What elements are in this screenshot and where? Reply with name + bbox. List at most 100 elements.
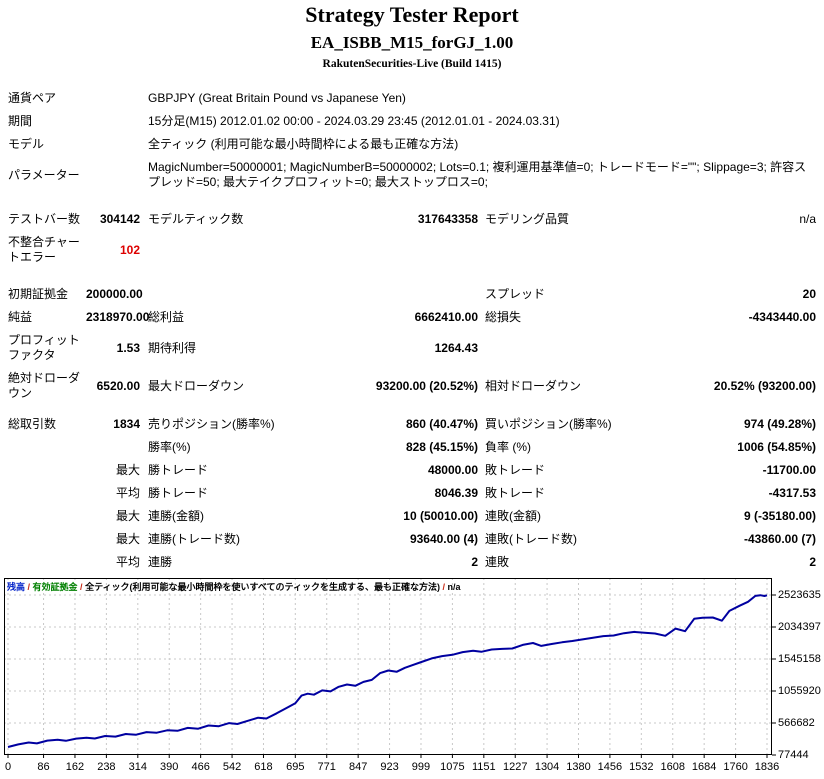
stat-value: 860 (40.47%) bbox=[405, 417, 478, 431]
stat-value: 828 (45.15%) bbox=[405, 440, 478, 454]
stat-value: 974 (49.28%) bbox=[743, 417, 816, 431]
stat-label: テストバー数 bbox=[8, 212, 81, 226]
results-row: プロフィットファクタ 1.53 期待利得 1264.43 bbox=[0, 329, 824, 367]
stat-value: 15分足(M15) 2012.01.02 00:00 - 2024.03.29 … bbox=[148, 114, 560, 128]
stat-value: 200000.00 bbox=[86, 287, 143, 301]
stat-value: 平均 bbox=[115, 486, 140, 500]
stat-value: 93200.00 (20.52%) bbox=[375, 378, 478, 393]
stat-value: 1264.43 bbox=[434, 340, 478, 355]
stat-value: -4343440.00 bbox=[748, 310, 816, 324]
x-axis-label: 1304 bbox=[534, 761, 560, 773]
stat-value: 全ティック (利用可能な最小時間枠による最も正確な方法) bbox=[148, 137, 459, 151]
stat-label: 期待利得 bbox=[148, 340, 197, 355]
legend-separator: / bbox=[440, 582, 448, 592]
stat-value: 20.52% (93200.00) bbox=[713, 378, 816, 393]
stat-value: -43860.00 (7) bbox=[743, 532, 816, 546]
equity-legend: 有効証拠金 bbox=[32, 582, 78, 592]
x-axis-label: 162 bbox=[65, 761, 85, 773]
trades-row: 総取引数 1834 売りポジション(勝率%) 860 (40.47%) 買いポジション(… bbox=[0, 413, 824, 436]
stat-value: 10 (50010.00) bbox=[403, 509, 478, 523]
stat-label: 買いポジション(勝率%) bbox=[485, 417, 612, 431]
stat-value: 102 bbox=[119, 242, 140, 257]
trades-row: 最大 連勝(金額) 10 (50010.00) 連敗(金額) 9 (-35180.00) bbox=[0, 505, 824, 528]
trades-row: 最大 勝トレード 48000.00 敗トレード -11700.00 bbox=[0, 459, 824, 482]
page-title: Strategy Tester Report bbox=[305, 2, 519, 27]
stat-label: 連勝(金額) bbox=[148, 509, 204, 523]
stat-value: 2 bbox=[471, 555, 478, 569]
stat-label: 総取引数 bbox=[8, 417, 57, 431]
x-axis-label: 542 bbox=[222, 761, 242, 773]
x-axis-label: 1836 bbox=[754, 761, 780, 773]
stat-label: 不整合チャートエラー bbox=[8, 235, 80, 264]
stat-label: 連敗(金額) bbox=[485, 509, 541, 523]
y-axis-label: 2523635 bbox=[778, 589, 821, 601]
stat-label: 連敗 bbox=[485, 555, 510, 569]
stat-label: 純益 bbox=[8, 310, 33, 324]
stat-value: GBPJPY (Great Britain Pound vs Japanese … bbox=[148, 91, 406, 105]
stat-label: 連勝(トレード数) bbox=[148, 532, 240, 546]
stat-value: 1006 (54.85%) bbox=[737, 440, 816, 454]
stat-label: モデルティック数 bbox=[148, 212, 244, 226]
x-axis-label: 1380 bbox=[566, 761, 591, 773]
x-axis-label: 1227 bbox=[502, 761, 528, 773]
stat-value: 6520.00 bbox=[96, 378, 140, 393]
quality-row: テストバー数 304142 モデルティック数 317643358 モデリング品質 n/a bbox=[0, 208, 824, 231]
stat-value: 最大 bbox=[115, 509, 140, 523]
stat-value: 1834 bbox=[113, 417, 140, 431]
section-quality: テストバー数 304142 モデルティック数 317643358 モデリング品質 n/a 不… bbox=[0, 208, 824, 269]
x-axis-label: 390 bbox=[160, 761, 179, 773]
settings-row: モデル 全ティック (利用可能な最小時間枠による最も正確な方法) bbox=[0, 133, 824, 156]
quality-legend: n/a bbox=[447, 582, 461, 592]
trades-row: 勝率(%) 828 (45.15%) 負率 (%) 1006 (54.85%) bbox=[0, 436, 824, 459]
stat-label: 勝トレード bbox=[148, 463, 209, 477]
x-axis-label: 923 bbox=[380, 761, 399, 773]
x-axis-label: 238 bbox=[97, 761, 116, 773]
x-axis-label: 847 bbox=[348, 761, 368, 773]
stat-value: 2318970.00 bbox=[86, 310, 150, 324]
x-axis-label: 695 bbox=[286, 761, 305, 773]
equity-chart: 残高 / 有効証拠金 / 全ティック(利用可能な最小時間枠を使いすべてのティック… bbox=[0, 578, 824, 778]
stat-value: 317643358 bbox=[417, 212, 478, 226]
server-build: RakutenSecurities-Live (Build 1415) bbox=[322, 58, 502, 70]
trades-row: 平均 連勝 2 連敗 2 bbox=[0, 551, 824, 574]
x-axis-label: 466 bbox=[191, 761, 210, 773]
x-axis-label: 1608 bbox=[660, 761, 685, 773]
quality-row: 不整合チャートエラー 102 bbox=[0, 231, 824, 269]
stat-value: 6662410.00 bbox=[414, 310, 478, 324]
stat-label: 通貨ペア bbox=[8, 91, 57, 105]
balance-curve-svg bbox=[4, 578, 776, 758]
stat-label: 敗トレード bbox=[485, 463, 546, 477]
x-axis-label: 999 bbox=[411, 761, 431, 773]
results-row: 絶対ドローダウン 6520.00 最大ドローダウン 93200.00 (20.52%)… bbox=[0, 367, 824, 405]
x-axis-label: 1151 bbox=[471, 761, 496, 773]
x-axis-label: 1075 bbox=[440, 761, 465, 773]
stat-label: 売りポジション(勝率%) bbox=[148, 417, 275, 431]
stat-value: -4317.53 bbox=[768, 486, 816, 500]
y-axis-label: 2034397 bbox=[778, 620, 821, 633]
stat-label: モデル bbox=[8, 137, 45, 151]
settings-row: 通貨ペア GBPJPY (Great Britain Pound vs Japan… bbox=[0, 87, 824, 110]
x-axis-label: 771 bbox=[317, 761, 336, 773]
stat-value: -11700.00 bbox=[762, 463, 816, 477]
stat-value: 93640.00 (4) bbox=[409, 532, 478, 546]
stat-value: 2 bbox=[809, 555, 816, 569]
legend-separator: / bbox=[77, 582, 86, 592]
x-axis-label: 0 bbox=[4, 761, 12, 773]
balance-legend: 残高 bbox=[7, 582, 26, 592]
stat-value: 最大 bbox=[115, 463, 140, 477]
stat-label: 総利益 bbox=[148, 310, 185, 324]
stat-label: 勝率(%) bbox=[148, 440, 191, 454]
x-axis-label: 86 bbox=[37, 761, 50, 773]
results-row: 純益 2318970.00 総利益 6662410.00 総損失 -4343440.00 bbox=[0, 306, 824, 329]
stat-label: パラメーター bbox=[8, 167, 80, 182]
y-axis-label: 566682 bbox=[778, 717, 815, 729]
stat-label: 相対ドローダウン bbox=[485, 378, 582, 393]
stat-value: 304142 bbox=[99, 212, 140, 226]
stat-label: 連敗(トレード数) bbox=[485, 532, 577, 546]
trades-row: 最大 連勝(トレード数) 93640.00 (4) 連敗(トレード数) -43860.0… bbox=[0, 528, 824, 551]
stat-label: 絶対ドローダウン bbox=[8, 371, 81, 400]
stat-label: モデリング品質 bbox=[485, 212, 570, 226]
results-row: 初期証拠金 200000.00 スプレッド 20 bbox=[0, 283, 824, 306]
stat-value: 20 bbox=[802, 287, 816, 301]
stat-label: 勝トレード bbox=[148, 486, 209, 500]
